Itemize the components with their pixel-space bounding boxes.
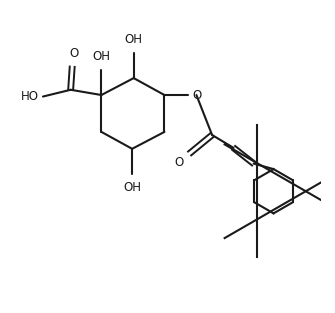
Text: O: O (193, 89, 202, 101)
Text: O: O (175, 156, 184, 170)
Text: OH: OH (125, 33, 143, 46)
Text: OH: OH (123, 181, 141, 194)
Text: HO: HO (21, 90, 39, 103)
Text: OH: OH (92, 50, 111, 63)
Text: O: O (69, 47, 78, 60)
